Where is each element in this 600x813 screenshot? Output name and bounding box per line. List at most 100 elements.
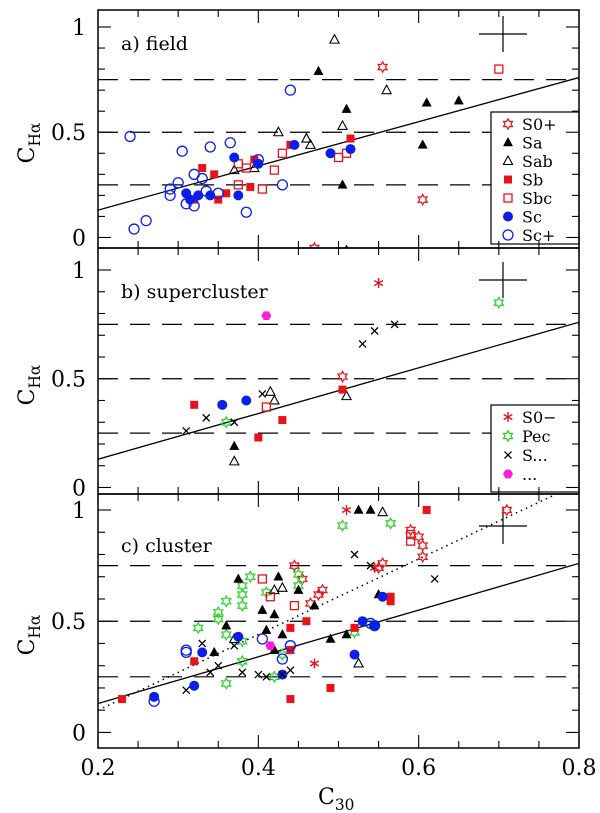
legend-label: ...: [522, 465, 537, 484]
point-S0−: [341, 505, 352, 515]
point-Sc+: [284, 640, 297, 652]
point-Sb: [338, 385, 347, 394]
point-S...: [238, 668, 247, 677]
point-Sb: [250, 155, 259, 164]
point-Sbc: [269, 165, 280, 175]
point-Sa: [293, 584, 304, 594]
legend: S0−PecS......: [490, 404, 580, 493]
point-S0−: [373, 278, 384, 289]
point-Sab: [228, 455, 240, 466]
point-Sc: [345, 144, 356, 155]
point-Pec: [244, 570, 256, 584]
point-Sc: [241, 395, 252, 406]
point-Sa: [417, 139, 428, 149]
point-S0+: [405, 523, 417, 537]
point-Sab: [228, 163, 240, 175]
point-S0+: [501, 503, 513, 517]
point-Sc+: [140, 214, 152, 227]
point-S...: [206, 668, 215, 677]
point-Sb: [302, 617, 311, 626]
point-S...: [430, 574, 439, 583]
point-Sa: [344, 244, 349, 248]
point-S...: [262, 672, 271, 681]
point-Sa: [341, 103, 352, 113]
point-Sc+: [180, 644, 192, 656]
point-Sc: [229, 152, 240, 163]
point-Sbc: [405, 529, 416, 540]
dotted-fit-line: [98, 494, 559, 711]
point-Sc: [253, 158, 264, 169]
x-axis-label: C30: [318, 785, 354, 813]
point-Sc: [181, 188, 192, 199]
legend-label: Sb: [522, 171, 543, 190]
point-Sa: [353, 504, 364, 514]
point-S...: [286, 666, 295, 675]
point-Sbc: [257, 574, 267, 584]
point-Sa: [233, 573, 244, 583]
legend-marker-Sa: [502, 136, 514, 147]
point-S0+: [336, 370, 349, 384]
legend-label: Sc+: [522, 226, 555, 245]
point-Sc: [189, 680, 200, 691]
point-S...: [358, 339, 367, 348]
point-Sa: [365, 504, 376, 514]
point-Sc+: [148, 695, 160, 707]
legend-marker-Sbc: [503, 193, 513, 203]
point-Sb: [278, 416, 287, 425]
point-Sb: [286, 623, 295, 632]
y-tick-label: 1: [72, 16, 86, 41]
point-Sb: [214, 195, 223, 204]
point-Pec: [348, 625, 361, 639]
point-Sa: [325, 633, 336, 643]
point-Sb: [222, 189, 231, 198]
point-Sc+: [164, 183, 176, 195]
legend-marker-Sc+: [502, 229, 514, 241]
point-Sb: [346, 134, 355, 143]
point-S0+: [417, 539, 429, 553]
point-Sab: [340, 389, 353, 401]
legend-marker-S0+: [502, 117, 514, 131]
legend-marker-Sb: [504, 175, 512, 184]
point-Sb: [254, 433, 263, 442]
x-tick-label: 0.6: [401, 756, 436, 781]
point-Sb: [210, 170, 219, 179]
ticks: [97, 248, 580, 494]
point-Sc: [289, 139, 300, 150]
point-Sb: [386, 597, 395, 606]
y-axis-label: CHα: [15, 615, 44, 656]
point-Sbc: [277, 148, 288, 158]
point-S...: [182, 426, 191, 435]
point-Sab: [304, 138, 316, 149]
point-Sc+: [204, 141, 216, 153]
point-Sc+: [364, 617, 377, 630]
point-S...: [230, 641, 239, 650]
panel-title: c) cluster: [121, 535, 213, 557]
y-tick-label: 1: [72, 499, 86, 524]
legend-marker-Sc: [503, 211, 513, 222]
point-Sa: [257, 604, 268, 614]
panel-title: b) supercluster: [121, 281, 269, 303]
point-Sc+: [180, 198, 192, 210]
point-Sbc: [257, 184, 267, 194]
point-S...: [350, 550, 359, 559]
point-S...: [370, 326, 379, 335]
point-Sc+: [124, 130, 136, 143]
point-Pec: [192, 621, 204, 635]
point-Pec: [336, 519, 349, 533]
point-Sa: [209, 646, 220, 657]
point-Sab: [276, 581, 288, 592]
point-Pec: [220, 677, 232, 690]
point-Sa: [221, 620, 232, 630]
point-Sc+: [212, 187, 224, 199]
point-S...: [230, 418, 239, 427]
point-Sb: [422, 506, 431, 514]
point-Sc+: [128, 223, 140, 235]
point-Sb: [286, 695, 295, 704]
point-...: [265, 641, 276, 651]
ticks: [97, 494, 580, 748]
point-Sb: [350, 623, 359, 632]
